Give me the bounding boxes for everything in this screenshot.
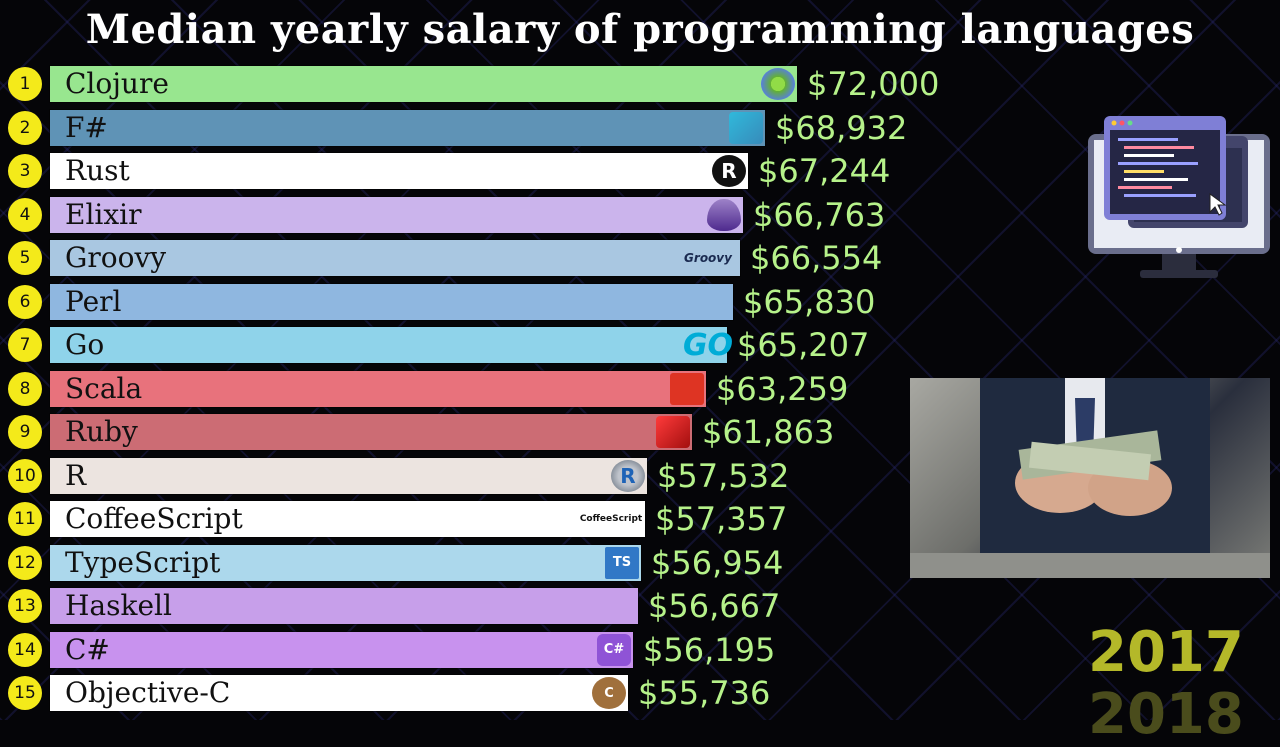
- rank-badge: 8: [8, 371, 42, 406]
- rank-badge: 3: [8, 154, 42, 188]
- bar-label: Haskell: [65, 589, 172, 622]
- elixir-icon: [707, 198, 741, 231]
- bar: [50, 196, 743, 233]
- value-label: $72,000: [807, 65, 940, 103]
- rank-badge: 14: [8, 632, 42, 667]
- bar: [50, 414, 692, 450]
- value-label: $57,532: [657, 456, 790, 495]
- bar-row: 14 C# C# $56,195: [0, 630, 1000, 670]
- bar: [50, 501, 645, 537]
- value-label: $66,763: [753, 195, 886, 234]
- bar-label: Ruby: [65, 415, 138, 448]
- value-label: $68,932: [775, 108, 908, 147]
- bar: [50, 283, 733, 320]
- hands-counting-money-photo: [910, 378, 1270, 578]
- value-label: $55,736: [638, 674, 771, 712]
- bar-label: R: [65, 458, 87, 492]
- bar-row: 3 Rust R $67,244: [0, 151, 1000, 191]
- bar-row: 5 Groovy Groovy $66,554: [0, 238, 1000, 278]
- rank-badge: 7: [8, 328, 42, 362]
- perl-camel-icon: [697, 286, 731, 318]
- rank-badge: 5: [8, 241, 42, 275]
- rank-badge: 15: [8, 676, 42, 710]
- value-label: $57,357: [655, 500, 788, 538]
- objective-c-icon: C: [592, 677, 626, 709]
- coffeescript-icon: CoffeeScript: [579, 514, 643, 524]
- bar-label: F#: [65, 110, 108, 144]
- go-icon: GO: [682, 327, 734, 363]
- bar: [50, 109, 765, 146]
- bar-row: 4 Elixir $66,763: [0, 195, 1000, 235]
- bar: [50, 327, 727, 363]
- bar-row: 11 CoffeeScript CoffeeScript $57,357: [0, 499, 1000, 539]
- bar: [50, 240, 740, 276]
- bar: [50, 631, 633, 668]
- rank-badge: 10: [8, 458, 42, 493]
- current-year: 2017: [1088, 620, 1244, 685]
- bar: [50, 457, 647, 494]
- bar-row: 6 Perl $65,830: [0, 282, 1000, 322]
- value-label: $65,207: [737, 326, 870, 364]
- bar-label: TypeScript: [65, 545, 221, 579]
- bar-row: 15 Objective-C C $55,736: [0, 673, 1000, 713]
- bar-label: Clojure: [65, 67, 169, 100]
- bar-row: 2 F# $68,932: [0, 108, 1000, 148]
- csharp-icon: C#: [597, 633, 631, 666]
- bar-label: CoffeeScript: [65, 502, 243, 535]
- bar-label: Groovy: [65, 241, 167, 274]
- value-label: $61,863: [702, 413, 835, 451]
- value-label: $67,244: [758, 152, 891, 190]
- value-label: $63,259: [716, 369, 849, 408]
- next-year: 2018: [1088, 682, 1244, 747]
- bar-row: 13 Haskell $56,667: [0, 586, 1000, 626]
- value-label: $65,830: [743, 282, 876, 321]
- bar-row: 8 Scala $63,259: [0, 369, 1000, 409]
- scala-icon: [670, 372, 704, 405]
- bar-row: 10 R R $57,532: [0, 456, 1000, 496]
- rank-badge: 4: [8, 197, 42, 232]
- rank-badge: 1: [8, 67, 42, 101]
- chart-title: Median yearly salary of programming lang…: [85, 6, 1195, 53]
- rank-badge: 13: [8, 589, 42, 623]
- typescript-icon: TS: [605, 546, 639, 579]
- bar-label: Rust: [65, 154, 130, 187]
- r-icon: R: [611, 459, 645, 492]
- bar: [50, 675, 628, 711]
- bar-row: 7 Go GO $65,207: [0, 325, 1000, 365]
- clojure-icon: [761, 68, 795, 100]
- bar: [50, 370, 706, 407]
- rust-icon: R: [712, 155, 746, 187]
- bar-label: Objective-C: [65, 676, 231, 709]
- bar: [50, 544, 641, 581]
- code-monitor-icon: [1088, 116, 1270, 278]
- ruby-icon: [656, 416, 690, 448]
- bar: [50, 588, 638, 624]
- bar-label: Perl: [65, 284, 122, 318]
- value-label: $66,554: [750, 239, 883, 277]
- bar-row: 12 TypeScript TS $56,954: [0, 543, 1000, 583]
- rank-badge: 11: [8, 502, 42, 536]
- rank-badge: 6: [8, 284, 42, 319]
- bar-row: 1 Clojure $72,000: [0, 64, 1000, 104]
- bar-label: C#: [65, 632, 110, 666]
- rank-badge: 2: [8, 110, 42, 145]
- haskell-icon: [602, 590, 636, 622]
- rank-badge: 9: [8, 415, 42, 449]
- value-label: $56,667: [648, 587, 781, 625]
- groovy-icon: Groovy: [684, 251, 732, 265]
- fsharp-icon: [729, 111, 763, 144]
- bar-label: Scala: [65, 371, 143, 405]
- value-label: $56,954: [651, 543, 784, 582]
- bar-row: 9 Ruby $61,863: [0, 412, 1000, 452]
- rank-badge: 12: [8, 545, 42, 580]
- bar: [50, 153, 748, 189]
- bar-label: Go: [65, 328, 105, 361]
- value-label: $56,195: [643, 630, 776, 669]
- bar-label: Elixir: [65, 197, 142, 231]
- bar: [50, 66, 797, 102]
